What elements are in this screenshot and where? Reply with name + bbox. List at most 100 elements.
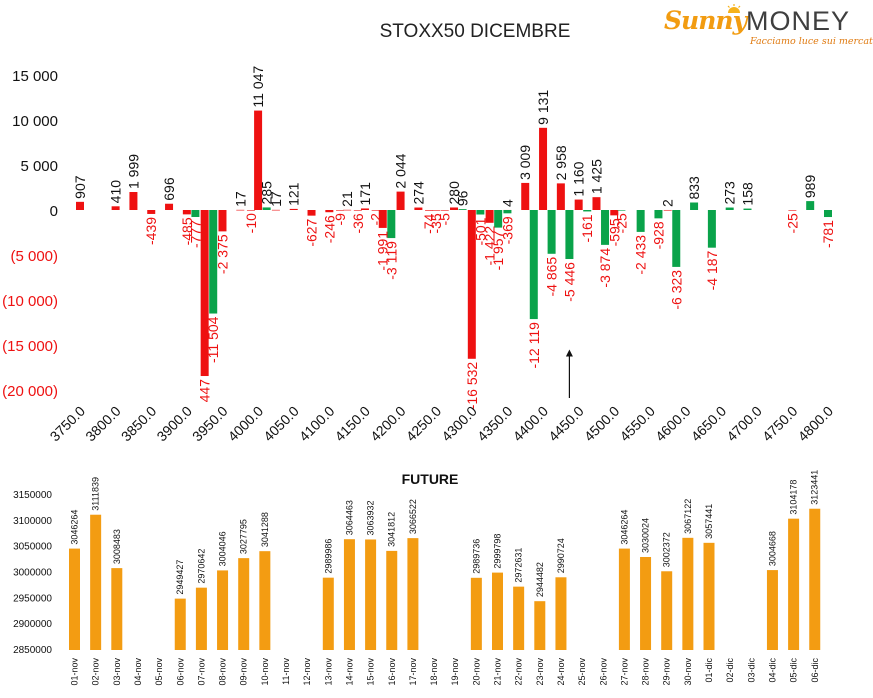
bar-green (262, 207, 271, 210)
x-tick-label: 06-dic (810, 658, 820, 683)
data-label: 121 (286, 182, 302, 206)
sunny-money-logo: Sunny MONEY Facciamo luce sui mercati (662, 4, 873, 48)
data-label: -9 (332, 213, 348, 226)
bar-red (111, 206, 120, 210)
data-label: -5 (437, 213, 453, 226)
x-tick-label: 26-nov (598, 658, 608, 686)
data-label: 989 (802, 175, 818, 199)
data-label: 696 (161, 177, 177, 201)
bar-red (788, 210, 797, 211)
data-label: 2970642 (196, 549, 206, 584)
data-label: -439 (143, 217, 159, 245)
x-tick-label: 24-nov (556, 658, 566, 686)
data-label: 907 (72, 175, 88, 199)
x-tick-label: 3850.0 (118, 403, 160, 445)
data-label: 285 (259, 181, 275, 205)
bar-green (672, 210, 681, 267)
data-label: 3030024 (641, 518, 651, 553)
data-label: 280 (446, 181, 462, 205)
data-label: 2 044 (393, 153, 409, 188)
x-tick-label: 3950.0 (189, 403, 231, 445)
x-tick-label: 4350.0 (474, 403, 516, 445)
data-label: 3064463 (344, 500, 354, 535)
bar-red (182, 210, 191, 215)
x-tick-label: 3900.0 (153, 403, 195, 445)
x-tick-label: 03-dic (746, 658, 756, 683)
x-tick-label: 4100.0 (296, 403, 338, 445)
data-label: 410 (108, 180, 124, 204)
bar-green (806, 201, 815, 210)
future-bar (766, 570, 778, 650)
data-label: 3046264 (619, 510, 629, 545)
y-tick-label: 3000000 (13, 568, 52, 579)
data-label: 3041812 (387, 512, 397, 547)
data-label: -25 (613, 213, 629, 233)
future-bar (365, 539, 377, 650)
x-tick-label: 14-nov (344, 658, 354, 686)
x-tick-label: 21-nov (493, 658, 503, 686)
bar-red (592, 197, 601, 210)
bar-red (325, 210, 334, 213)
future-bar (259, 551, 271, 650)
data-label: 833 (686, 176, 702, 200)
future-bar (682, 537, 694, 650)
data-label: -35 (428, 213, 444, 233)
data-label: 1 160 (571, 161, 587, 196)
y-tick-label: 10 000 (12, 113, 58, 130)
data-label: 158 (740, 182, 756, 206)
data-label: -4 187 (704, 250, 720, 290)
x-tick-label: 4800.0 (795, 403, 837, 445)
bar-green (654, 210, 663, 219)
data-label: 273 (722, 181, 738, 205)
y-tick-label: 2950000 (13, 593, 52, 604)
y-tick-label: 3150000 (13, 490, 52, 501)
data-label: 1 425 (588, 159, 604, 194)
bar-red (556, 183, 565, 210)
x-tick-label: 17-nov (408, 658, 418, 686)
x-tick-label: 4650.0 (688, 403, 730, 445)
x-tick-label: 01-nov (70, 658, 80, 686)
x-tick-label: 28-nov (641, 658, 651, 686)
data-label: 2949427 (175, 560, 185, 595)
x-tick-label: 27-nov (619, 658, 629, 686)
data-label: 3123441 (810, 470, 820, 505)
data-label: -595 (606, 218, 622, 246)
bar-red (254, 110, 263, 210)
y-tick-label: 0 (50, 203, 58, 220)
bar-green (636, 210, 645, 232)
bar-red (353, 210, 362, 211)
data-label: -501 (472, 217, 488, 245)
x-tick-label: 3750.0 (47, 403, 89, 445)
y-tick-label: (5 000) (10, 248, 58, 265)
future-bar (534, 601, 546, 650)
x-tick-label: 4200.0 (367, 403, 409, 445)
x-tick-label: 25-nov (577, 658, 587, 686)
bar-red (425, 210, 434, 211)
x-tick-label: 05-dic (789, 658, 799, 683)
data-label: 17 (268, 191, 284, 207)
future-bar (217, 570, 229, 650)
bar-red (485, 210, 494, 223)
data-label: -1 991 (375, 231, 391, 271)
bar-red (360, 208, 369, 210)
data-label: -12 119 (526, 322, 542, 369)
data-label: 11 047 (250, 66, 266, 108)
data-label: 17 (232, 191, 248, 207)
x-tick-label: 29-nov (662, 658, 672, 686)
data-label: -36 (350, 213, 366, 233)
bar-red (574, 199, 583, 210)
x-tick-label: 09-nov (239, 658, 249, 686)
bar-red (246, 210, 255, 211)
data-label: 2989986 (323, 539, 333, 574)
x-tick-label: 4250.0 (403, 403, 445, 445)
data-label: -485 (179, 217, 195, 245)
bar-green (191, 210, 200, 217)
y-tick-label: 3100000 (13, 516, 52, 527)
bar-red (129, 192, 138, 210)
x-tick-label: 13-nov (323, 658, 333, 686)
data-label: -781 (820, 220, 836, 248)
future-bar (195, 587, 207, 650)
bar-green (565, 210, 574, 260)
x-tick-label: 04-nov (133, 658, 143, 686)
data-label: 2944482 (535, 562, 545, 597)
